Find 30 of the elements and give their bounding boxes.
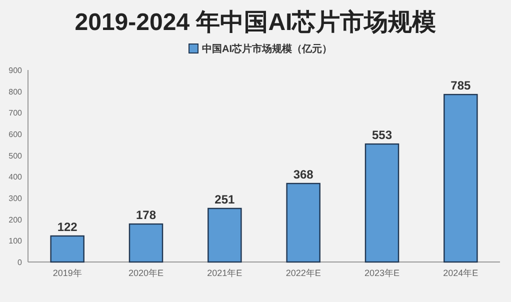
bar — [444, 94, 478, 263]
bar — [364, 143, 400, 263]
legend-label: 中国AI芯片市场规模（亿元） — [202, 43, 332, 55]
y-tick-label: 600 — [8, 130, 23, 139]
y-tick-label: 800 — [8, 87, 23, 96]
chart-title: 2019-2024 年中国AI芯片市场规模 — [74, 9, 436, 36]
data-label: 178 — [136, 208, 156, 222]
y-tick-label: 300 — [8, 194, 23, 203]
y-tick-label: 500 — [8, 151, 23, 160]
data-label: 251 — [214, 192, 235, 206]
data-label: 122 — [57, 220, 78, 234]
bar — [208, 208, 242, 263]
x-tick-label: 2020年E — [128, 268, 164, 278]
x-tick-label: 2021年E — [207, 268, 242, 278]
data-label: 553 — [372, 128, 392, 142]
bar — [128, 223, 164, 263]
data-label: 785 — [450, 78, 471, 93]
bar — [286, 182, 320, 263]
x-tick-label: 2019年 — [52, 268, 82, 278]
bar — [50, 235, 84, 263]
x-tick-label: 2023年E — [364, 268, 400, 278]
x-tick-label: 2022年E — [286, 268, 321, 278]
x-tick-label: 2024年E — [443, 268, 478, 278]
y-tick-label: 200 — [8, 215, 23, 224]
y-tick-label: 100 — [8, 236, 23, 246]
data-label: 368 — [293, 167, 314, 182]
y-tick-label: 900 — [8, 66, 23, 75]
y-tick-label: 700 — [8, 108, 23, 118]
y-tick-label: 0 — [18, 258, 23, 267]
y-tick-label: 400 — [8, 172, 23, 182]
